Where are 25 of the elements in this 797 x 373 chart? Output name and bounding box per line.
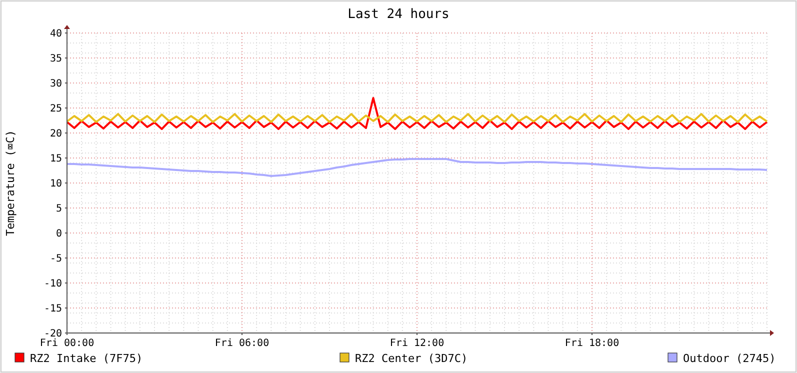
y-tick-label: -15 [44,304,62,314]
line-series [66,113,768,123]
y-tick-label: 5 [56,204,62,214]
y-tick-label: -20 [44,328,62,340]
y-axis-title: Temperature (⌧C) [4,130,17,236]
y-tick-label: 35 [50,54,62,64]
x-tick-label: Fri 18:00 [564,338,620,349]
legend-label: RZ2 Intake (7F75) [30,352,143,365]
x-tick-label: Fri 06:00 [214,338,270,349]
x-tick-label: Fri 12:00 [390,338,444,349]
y-tick-label: -5 [50,254,62,264]
y-tick-label: 25 [50,104,62,114]
legend-label: RZ2 Center (3D7C) [355,352,468,365]
legend-label: Outdoor (2745) [683,352,776,365]
y-tick-label: 20 [50,128,62,140]
y-tick-label: -10 [44,278,62,290]
chart-title: Last 24 hours [348,7,450,22]
x-tick-label: Fri 00:00 [40,338,94,349]
y-tick-label: 10 [50,178,62,190]
y-tick-label: 40 [50,28,62,40]
y-tick-label: 15 [50,154,62,164]
line-series [66,97,768,130]
line-series [66,158,768,177]
y-tick-label: 0 [56,228,62,240]
y-tick-label: 30 [50,78,62,90]
